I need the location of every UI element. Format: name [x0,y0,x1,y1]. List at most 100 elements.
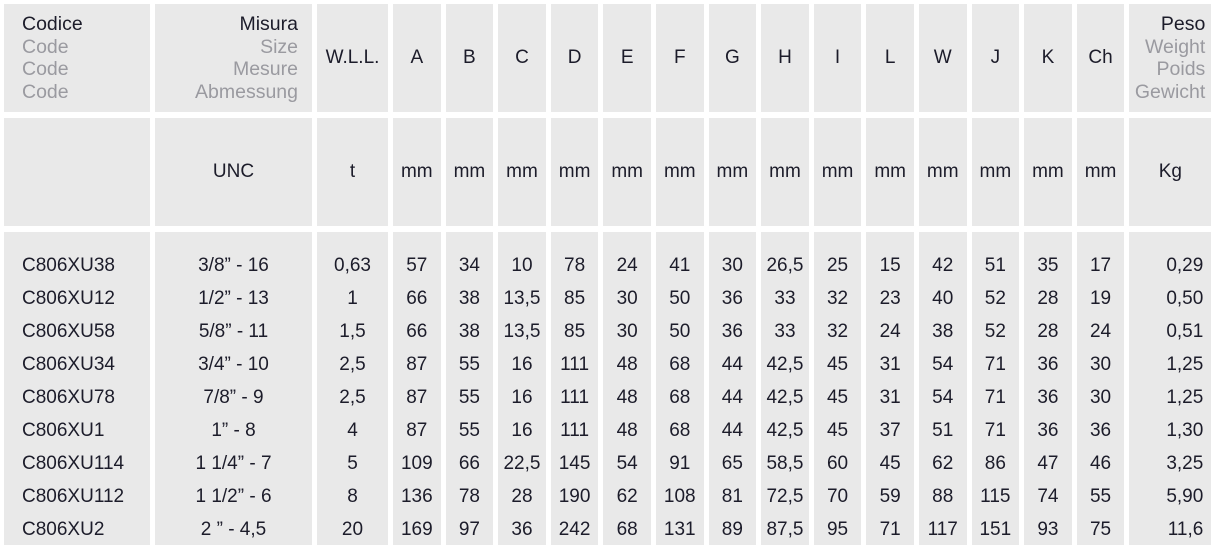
table-cell: 52 [984,288,1006,309]
table-cell: 5,90 [1166,486,1204,507]
table-cell: 44 [721,420,743,441]
table-cell: 68 [616,519,638,540]
unit-dim: mm [761,118,809,226]
table-cell: 115 [980,486,1011,507]
table-cell: 3/8” - 16 [198,255,269,276]
table-cell: 36 [1089,420,1112,441]
table-cell: C806XU1 [22,420,105,441]
table-cell: 5/8” - 11 [198,321,269,342]
table-cell: 32 [826,288,849,309]
table-cell: 59 [879,486,901,507]
unit-label: mm [874,161,906,182]
table-cell: 1,25 [1166,354,1204,375]
table-cell: 25 [826,255,849,276]
table-cell: 66 [406,321,428,342]
header-wll: W.L.L. [317,4,388,112]
table-cell: 36 [1037,420,1059,441]
table-cell: 93 [1037,519,1059,540]
table-cell: 40 [932,288,954,309]
header-size-label: Size [260,35,298,58]
header-size-label: Misura [239,13,298,35]
table-cell: 55 [458,420,480,441]
unit-dim: mm [708,118,757,226]
table-cell: 2,5 [339,387,366,408]
table-cell: 42,5 [766,354,804,375]
header-weight-label: Gewicht [1134,80,1206,103]
unit-label: mm [1084,161,1117,182]
table-cell: 52 [984,321,1006,342]
table-cell: C806XU12 [22,288,115,309]
table-cell: 13,5 [503,288,541,309]
table-cell: 70 [826,486,849,507]
table-cell: 44 [721,354,743,375]
table-cell: 131 [663,519,696,540]
table-cell: 50 [669,288,691,309]
unit-code [4,118,150,226]
table-cell: 0,51 [1166,321,1204,342]
unit-dim: mm [445,118,494,226]
table-cell: 55 [1089,486,1112,507]
unit-label: mm [1032,161,1064,182]
unit-dim: mm [971,118,1020,226]
table-cell: 2,5 [339,354,366,375]
table-cell: 1,25 [1166,387,1204,408]
table-cell: 75 [1089,519,1112,540]
header-dim-i: I [813,4,862,112]
header-code-label: Code [22,80,69,103]
table-cell: 16 [511,354,533,375]
data-column: 24 30 30 48 48 48 54 62 68 [603,232,651,545]
table-cell: 48 [616,354,638,375]
data-column: 41 50 50 68 68 68 91 108 131 [655,232,704,545]
table-cell: 15 [879,255,901,276]
table-cell: 36 [1037,354,1059,375]
table-cell: 65 [721,453,743,474]
table-cell: 30 [616,288,638,309]
table-cell: 24 [1089,321,1112,342]
data-column: 42 40 38 54 54 51 62 88 117 [918,232,967,545]
header-dim-label: H [778,47,792,68]
table-cell: 87 [406,354,428,375]
table-cell: C806XU112 [22,486,125,507]
header-code-label: Code [22,35,69,58]
unit-dim: mm [1076,118,1125,226]
table-cell: 30 [616,321,638,342]
table-cell: 37 [879,420,901,441]
unit-label: mm [611,161,643,182]
unit-dim: mm [813,118,862,226]
unit-label: mm [506,161,538,182]
header-code: Codice Code Code Code [4,4,150,112]
table-cell: 111 [560,354,590,375]
table-cell: 62 [932,453,954,474]
unit-label: mm [663,161,696,182]
unit-label: mm [926,161,959,182]
table-cell: 87,5 [766,519,804,540]
table-cell: 54 [616,453,638,474]
table-cell: 13,5 [503,321,541,342]
header-size: Misura Size Mesure Abmessung [155,4,312,112]
data-column: 10 13,5 13,5 16 16 16 22,5 28 36 [498,232,546,545]
table-cell: 111 [560,387,590,408]
table-cell: 3/4” - 10 [198,354,269,375]
table-cell: 95 [826,519,849,540]
table-cell: 30 [721,255,743,276]
table-cell: 30 [1089,387,1112,408]
table-cell: 5 [347,453,358,474]
header-dim-label: A [410,47,424,68]
table-cell: 7/8” - 9 [203,387,264,408]
unit-label: mm [979,161,1012,182]
table-cell: 71 [879,519,901,540]
table-cell: 51 [984,255,1006,276]
unit-dim: mm [918,118,967,226]
header-weight-label: Peso [1160,13,1206,35]
table-cell: 50 [669,321,691,342]
table-cell: 71 [984,420,1006,441]
table-cell: 38 [932,321,954,342]
header-dim-label: E [620,47,634,68]
table-cell: 78 [564,255,586,276]
table-cell: 16 [511,420,533,441]
table-cell: 1 [347,288,358,309]
table-cell: 0,29 [1166,255,1204,276]
table-cell: 71 [984,387,1006,408]
table-cell: 36 [511,519,533,540]
table-cell: 48 [616,387,638,408]
